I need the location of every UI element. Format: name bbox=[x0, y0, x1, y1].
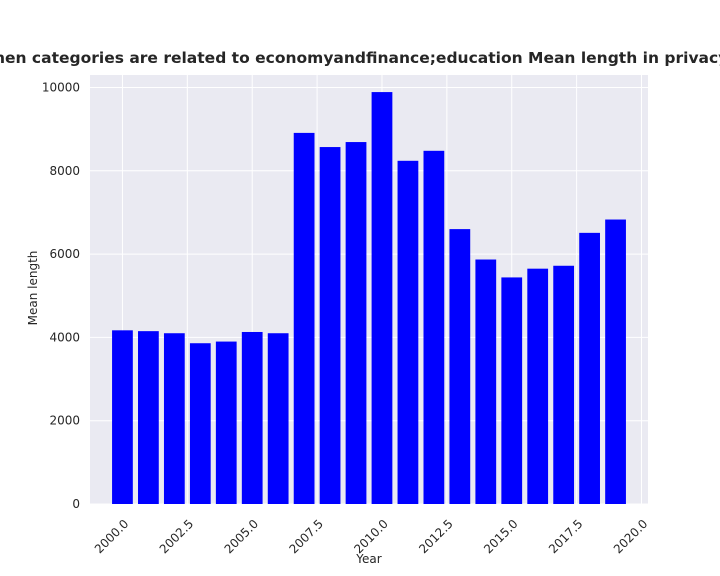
bar-2003 bbox=[189, 343, 211, 504]
y-tick-label: 2000 bbox=[49, 414, 80, 428]
bar-2014 bbox=[475, 259, 497, 504]
y-tick-label: 10000 bbox=[42, 80, 80, 94]
y-tick-label: 4000 bbox=[49, 330, 80, 344]
bar-2004 bbox=[215, 341, 237, 504]
y-tick-label: 0 bbox=[72, 497, 80, 511]
bar-2017 bbox=[553, 265, 575, 504]
bar-2008 bbox=[319, 147, 341, 504]
bar-2016 bbox=[527, 268, 549, 504]
x-tick-label: 2002.5 bbox=[157, 517, 197, 557]
y-tick-label: 8000 bbox=[49, 164, 80, 178]
y-axis-ticks: 0 2000 4000 6000 8000 10000 bbox=[42, 80, 80, 511]
bar-2012 bbox=[423, 150, 445, 504]
bar-2002 bbox=[163, 333, 185, 504]
bar-2015 bbox=[501, 277, 523, 504]
bar-2000 bbox=[112, 330, 133, 504]
bar-2013 bbox=[449, 229, 471, 504]
x-tick-label: 2007.5 bbox=[286, 517, 326, 557]
bar-2006 bbox=[267, 333, 289, 504]
bar-2005 bbox=[241, 331, 263, 504]
x-axis-ticks: 2000.0 2002.5 2005.0 2007.5 2010.0 2012.5 2015… bbox=[92, 517, 651, 557]
bar-2019 bbox=[605, 219, 626, 504]
y-tick-label: 6000 bbox=[49, 247, 80, 261]
chart-title: Mean length when categories are related … bbox=[0, 49, 720, 67]
x-tick-label: 2010.0 bbox=[351, 517, 391, 557]
bar-2011 bbox=[397, 160, 419, 505]
x-tick-label: 2000.0 bbox=[92, 517, 132, 557]
x-axis-label: Year bbox=[355, 552, 381, 566]
x-tick-label: 2005.0 bbox=[222, 517, 262, 557]
bar-2010 bbox=[371, 92, 393, 505]
bar-2007 bbox=[293, 132, 315, 505]
bar-2001 bbox=[138, 331, 159, 504]
bar-2009 bbox=[345, 142, 367, 504]
x-tick-label: 2017.5 bbox=[546, 517, 586, 557]
x-tick-label: 2012.5 bbox=[416, 517, 456, 557]
x-tick-label: 2020.0 bbox=[611, 517, 651, 557]
y-axis-label: Mean length bbox=[26, 251, 40, 326]
x-tick-label: 2015.0 bbox=[481, 517, 521, 557]
bar-2018 bbox=[579, 232, 600, 504]
bars bbox=[112, 92, 626, 505]
